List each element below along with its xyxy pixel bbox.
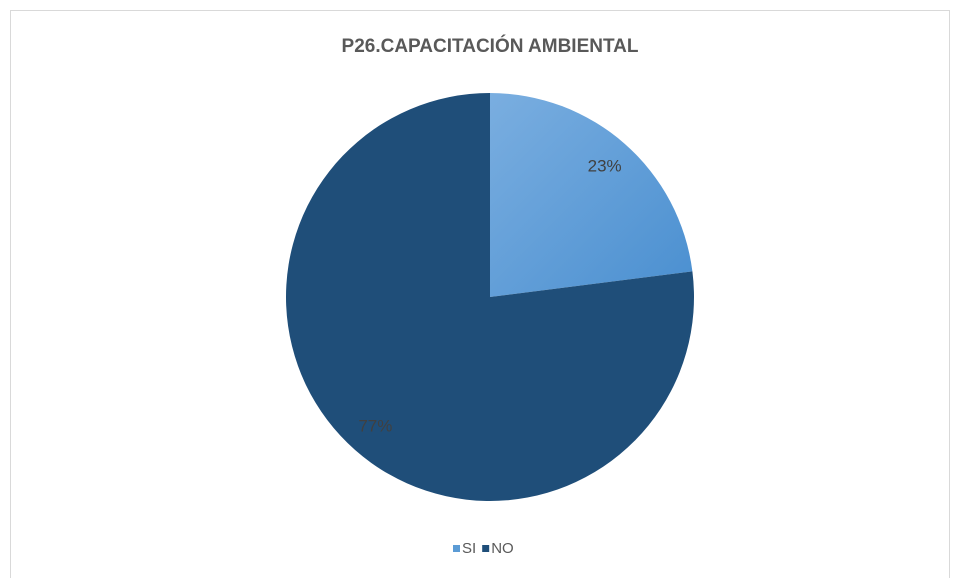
data-label: 23% [588, 156, 622, 175]
legend-label: SI [462, 540, 476, 557]
pie-slice [286, 93, 694, 502]
legend-label: NO [491, 540, 514, 557]
legend-swatch [453, 545, 460, 552]
pie-slice [490, 93, 693, 297]
chart-title: P26.CAPACITACIÓN AMBIENTAL [342, 35, 639, 57]
legend-swatch [482, 545, 490, 552]
data-label: 77% [358, 417, 392, 436]
